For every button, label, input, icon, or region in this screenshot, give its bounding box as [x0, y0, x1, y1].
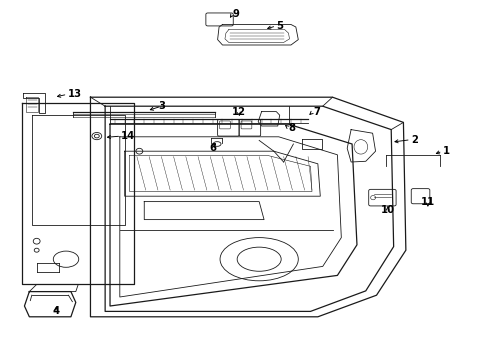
Text: 4: 4 [53, 306, 60, 316]
Text: 9: 9 [232, 9, 239, 19]
Text: 11: 11 [420, 197, 434, 207]
Text: 8: 8 [288, 123, 295, 133]
Text: 10: 10 [380, 204, 394, 215]
Text: 1: 1 [442, 146, 449, 156]
Text: 6: 6 [209, 143, 216, 153]
Text: 12: 12 [231, 107, 245, 117]
Text: 14: 14 [121, 131, 135, 141]
Text: 3: 3 [158, 101, 164, 111]
Text: 7: 7 [312, 107, 319, 117]
Text: 2: 2 [410, 135, 417, 145]
Text: 5: 5 [276, 21, 283, 31]
Text: 13: 13 [67, 89, 81, 99]
